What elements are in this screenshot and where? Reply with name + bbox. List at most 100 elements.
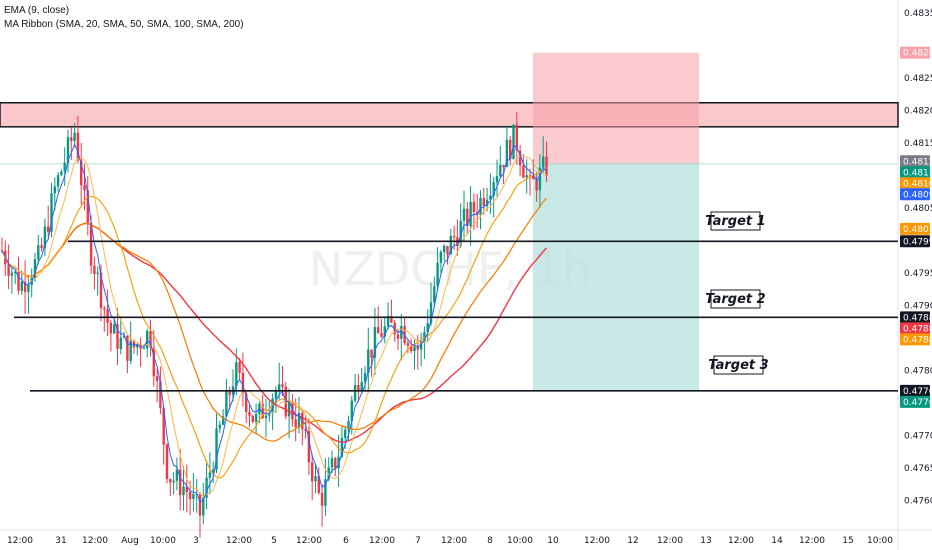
price-badge-bg xyxy=(900,155,930,168)
candle-body xyxy=(426,323,429,333)
candle-body xyxy=(56,175,60,187)
x-tick-label: 12:00 xyxy=(82,536,108,546)
candle-body xyxy=(528,175,532,177)
candle-body xyxy=(119,337,122,350)
candle-body xyxy=(37,245,40,260)
price-badge-bg xyxy=(900,235,930,248)
x-tick-label: 12:00 xyxy=(296,536,322,546)
y-tick-label: 0.47650 xyxy=(904,464,932,474)
candle-body xyxy=(314,476,317,482)
y-tick-label: 0.48200 xyxy=(904,107,932,117)
candle-body xyxy=(287,401,291,417)
candle-body xyxy=(320,492,324,506)
candle-body xyxy=(502,165,505,168)
candle-body xyxy=(218,424,221,429)
candles xyxy=(0,111,548,538)
target-label-text: Target 2 xyxy=(705,292,765,307)
x-tick-label: 12:00 xyxy=(369,536,395,546)
candle-body xyxy=(472,201,476,213)
y-tick-label: 0.47900 xyxy=(904,302,932,312)
candle-body xyxy=(462,208,466,221)
candle-body xyxy=(466,208,469,227)
candle-body xyxy=(215,428,218,470)
price-badge-bg xyxy=(900,384,930,397)
price-badge-label: 0.48103 xyxy=(903,179,932,189)
ema-indicator-label[interactable]: EMA (9, close) xyxy=(4,5,70,16)
candle-body xyxy=(353,385,357,401)
price-badge-bg xyxy=(900,311,930,324)
candle-body xyxy=(525,175,528,178)
candle-body xyxy=(492,182,495,196)
candle-body xyxy=(149,330,152,348)
x-tick-label: 12:00 xyxy=(226,536,252,546)
candle-body xyxy=(406,343,410,346)
sma100-line xyxy=(1,197,547,442)
target-label-box xyxy=(713,355,764,375)
candle-body xyxy=(27,284,30,292)
candle-body xyxy=(23,281,27,292)
x-tick-label: 12:00 xyxy=(584,536,610,546)
price-badge: 0.47999 xyxy=(900,235,932,248)
candle-body xyxy=(122,335,126,338)
candle-body xyxy=(152,347,155,377)
candle-body xyxy=(241,372,245,394)
candle-body xyxy=(142,348,146,350)
candle-body xyxy=(132,340,136,348)
price-badge-bg xyxy=(900,166,930,179)
candle-body xyxy=(278,384,281,392)
price-badge: 0.48122 xyxy=(900,155,932,168)
x-tick-label: 13 xyxy=(700,536,711,546)
candle-body xyxy=(188,492,192,500)
candle-body xyxy=(423,332,426,342)
candle-body xyxy=(221,416,225,425)
candle-body xyxy=(311,462,314,482)
x-tick-label: 12:00 xyxy=(657,536,683,546)
candle-body xyxy=(479,197,482,215)
candle-body xyxy=(485,199,489,207)
candle-body xyxy=(43,226,47,249)
candle-body xyxy=(103,308,106,310)
candle-body xyxy=(179,469,182,496)
candle-body xyxy=(446,245,449,255)
target-label-box xyxy=(710,211,761,231)
price-badge: 0.48103 xyxy=(900,177,932,190)
candle-body xyxy=(162,407,165,445)
candle-body xyxy=(489,195,492,200)
ma-ribbon-indicator-label[interactable]: MA Ribbon (SMA, 20, SMA, 50, SMA, 100, S… xyxy=(4,19,244,30)
candle-body xyxy=(261,403,264,419)
price-badge-bg xyxy=(900,322,930,335)
x-tick-label: 12:00 xyxy=(441,536,467,546)
price-badge: 0.47769 xyxy=(900,384,932,397)
price-badge: 0.47881 xyxy=(900,333,932,346)
candle-body xyxy=(238,362,241,373)
candle-body xyxy=(159,381,162,408)
candle-body xyxy=(251,415,254,422)
candle-body xyxy=(499,165,502,177)
y-tick-label: 0.48050 xyxy=(904,204,932,214)
candle-body xyxy=(254,413,258,422)
x-tick-label: 3 xyxy=(193,536,199,546)
y-tick-label: 0.47600 xyxy=(904,497,932,507)
candle-body xyxy=(324,479,327,506)
candle-body xyxy=(515,124,518,151)
candle-body xyxy=(63,162,66,172)
price-badge: 0.48018 xyxy=(900,222,932,235)
price-badge: 0.47768 xyxy=(900,395,932,408)
candle-body xyxy=(33,259,37,279)
candle-body xyxy=(109,322,113,334)
x-tick-label: 12:00 xyxy=(799,536,825,546)
candle-body xyxy=(509,139,512,159)
candle-body xyxy=(14,271,17,273)
candle-body xyxy=(518,150,522,166)
candle-body xyxy=(7,264,10,276)
candle-body xyxy=(304,429,307,432)
price-badge-label: 0.47999 xyxy=(903,237,932,247)
candle-body xyxy=(228,390,231,395)
candle-body xyxy=(96,272,99,275)
candle-body xyxy=(165,444,169,479)
x-tick-label: 15 xyxy=(842,536,853,546)
candle-body xyxy=(169,478,172,483)
candle-body xyxy=(363,372,367,382)
